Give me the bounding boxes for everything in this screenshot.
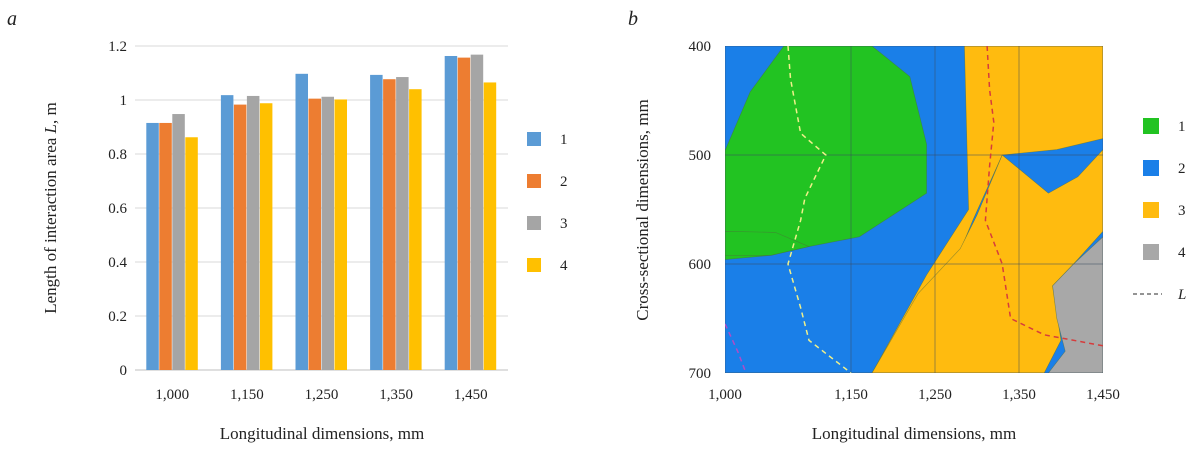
x-tick-label: 1,450 <box>1086 387 1120 403</box>
zone-map-plot-area <box>725 46 1103 373</box>
bar-3 <box>172 114 185 370</box>
legend-swatch-2 <box>527 174 541 188</box>
L-contour-line <box>725 323 747 373</box>
bar-4 <box>259 103 273 371</box>
bar-1 <box>220 95 234 370</box>
bars <box>146 54 497 371</box>
x-tick-label: 1,250 <box>918 387 952 403</box>
y-tick-label: 400 <box>689 39 712 55</box>
legend-label-4: 4 <box>560 258 568 274</box>
x-tick-label: 1,000 <box>155 387 189 403</box>
x-tick-label: 1,000 <box>708 387 742 403</box>
panel-a-bar-chart: a 0 0.2 0.4 0.6 0.8 1 1.2 1,000 1,150 1,250 1,350… <box>7 8 568 443</box>
bar-3 <box>396 77 409 371</box>
legend-swatch-1 <box>1143 118 1159 134</box>
bar-2 <box>308 98 321 371</box>
L-contour-line <box>787 46 852 373</box>
legend-swatch-2 <box>1143 160 1159 176</box>
legend-label-3: 3 <box>560 216 568 232</box>
x-tick-labels: 1,000 1,150 1,250 1,350 1,450 <box>708 387 1120 403</box>
y-tick-label: 600 <box>689 257 712 273</box>
legend-label-2: 2 <box>560 174 568 190</box>
bar-2 <box>159 122 172 370</box>
legend-swatch-3 <box>527 216 541 230</box>
legend-label-1: 1 <box>560 132 568 148</box>
legend: 1 2 3 4 <box>527 132 568 274</box>
legend-swatch-4 <box>1143 244 1159 260</box>
y-tick-labels: 400 500 600 700 <box>689 39 712 382</box>
bar-3 <box>470 54 484 370</box>
y-tick-label: 0.2 <box>108 309 127 325</box>
legend-label-4: 4 <box>1178 245 1186 261</box>
bar-2 <box>457 57 471 371</box>
y-tick-label: 700 <box>689 366 712 382</box>
legend-label-L: L <box>1177 287 1186 303</box>
panel-a-letter: a <box>7 8 17 30</box>
y-tick-label: 0.4 <box>108 255 127 271</box>
x-tick-label: 1,350 <box>1002 387 1036 403</box>
bar-4 <box>334 99 347 371</box>
y-tick-label: 1 <box>120 93 128 109</box>
panel-b-zone-map: b 400 500 600 700 1,000 1,150 1,250 1,350 1,450… <box>628 8 1186 443</box>
x-tick-label: 1,250 <box>305 387 339 403</box>
bar-1 <box>444 55 458 371</box>
legend: 1 2 3 4 L <box>1133 118 1186 303</box>
legend-swatch-1 <box>527 132 541 146</box>
bar-4 <box>483 82 497 370</box>
x-tick-labels: 1,000 1,150 1,250 1,350 1,450 <box>155 387 487 403</box>
x-tick-label: 1,150 <box>834 387 868 403</box>
x-axis-title: Longitudinal dimensions, mm <box>812 424 1016 443</box>
y-tick-label: 0.8 <box>108 147 127 163</box>
zone-1-region <box>725 230 810 256</box>
legend-label-3: 3 <box>1178 203 1186 219</box>
bar-4 <box>409 89 422 370</box>
legend-swatch-3 <box>1143 202 1159 218</box>
bar-1 <box>370 74 383 370</box>
bar-3 <box>246 95 260 370</box>
y-tick-label: 500 <box>689 148 712 164</box>
y-tick-label: 0 <box>120 363 128 379</box>
y-tick-label: 1.2 <box>108 39 127 55</box>
x-axis-title: Longitudinal dimensions, mm <box>220 424 424 443</box>
legend-label-1: 1 <box>1178 119 1186 135</box>
y-tick-labels: 0 0.2 0.4 0.6 0.8 1 1.2 <box>108 39 127 379</box>
x-tick-label: 1,450 <box>454 387 488 403</box>
bar-4 <box>185 137 198 370</box>
bar-3 <box>321 96 334 370</box>
y-tick-label: 0.6 <box>108 201 127 217</box>
zone-4-region <box>1048 236 1103 373</box>
legend-swatch-4 <box>527 258 541 272</box>
panel-b-letter: b <box>628 8 638 30</box>
legend-label-2: 2 <box>1178 161 1186 177</box>
x-tick-label: 1,150 <box>230 387 264 403</box>
bar-2 <box>233 104 247 370</box>
y-axis-title: Cross-sectional dimensions, mm <box>633 99 652 320</box>
bar-1 <box>295 73 308 370</box>
zone-3-region <box>871 149 1103 373</box>
bar-1 <box>146 122 159 370</box>
y-axis-title: Length of interaction area L, m <box>41 102 60 314</box>
bar-2 <box>383 79 396 371</box>
zone-1-region <box>725 46 927 260</box>
x-tick-label: 1,350 <box>379 387 413 403</box>
L-contour-line <box>984 46 1103 347</box>
